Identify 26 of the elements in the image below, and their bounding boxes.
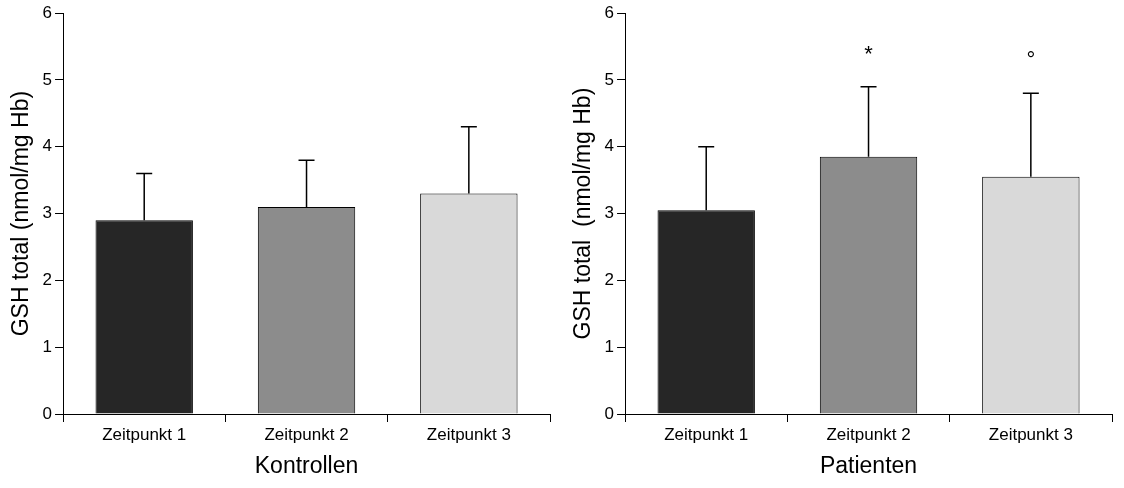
x-tick-label: Zeitpunkt 2 [264, 424, 349, 444]
y-tick-label: 2 [604, 270, 615, 290]
annotation: ° [1026, 47, 1036, 73]
x-tick-label: Zeitpunkt 3 [426, 424, 511, 444]
y-tick-label: 2 [42, 270, 53, 290]
y-tick-label: 6 [604, 2, 615, 22]
x-tick-label: Zeitpunkt 3 [988, 424, 1073, 444]
y-tick-label: 5 [42, 69, 53, 89]
x-axis-title: Patienten [819, 451, 918, 478]
y-tick-label: 1 [42, 336, 53, 356]
y-tick-label: 6 [42, 2, 53, 22]
y-tick-label: 1 [604, 336, 615, 356]
y-axis-title: GSH total (nmol/mg Hb) [569, 87, 596, 340]
y-tick-label: 5 [604, 69, 615, 89]
x-tick-label: Zeitpunkt 2 [826, 424, 911, 444]
y-tick-label: 3 [42, 203, 53, 223]
y-tick-label: 4 [604, 136, 615, 156]
annotation: * [864, 40, 874, 66]
x-tick-label: Zeitpunkt 1 [102, 424, 187, 444]
x-tick-label: Zeitpunkt 1 [664, 424, 749, 444]
x-axis-title: Kontrollen [254, 451, 359, 478]
y-tick-label: 3 [604, 203, 615, 223]
y-tick-label: 0 [604, 403, 615, 423]
y-tick-label: 0 [42, 403, 53, 423]
y-tick-label: 4 [42, 136, 53, 156]
y-axis-title: GSH total (nmol/mg Hb) [7, 90, 34, 337]
